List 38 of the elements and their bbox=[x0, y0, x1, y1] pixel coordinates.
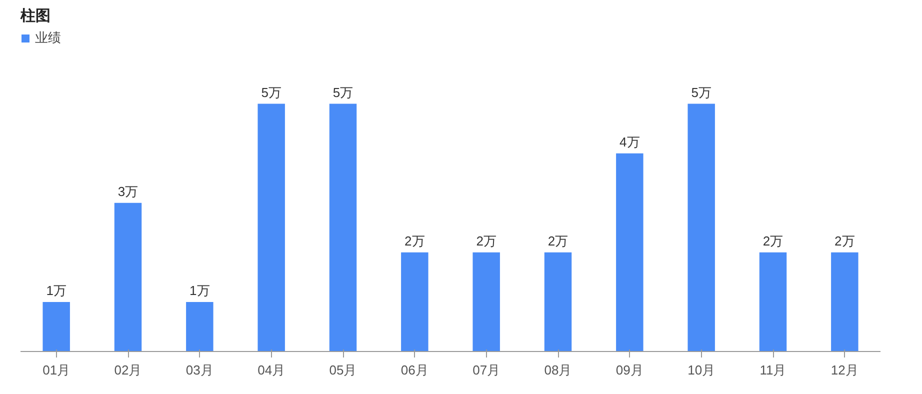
data-label: 5万 bbox=[261, 84, 282, 100]
x-tick-label: 10月 bbox=[688, 362, 716, 378]
bar bbox=[401, 252, 428, 352]
data-label: 3万 bbox=[118, 184, 138, 199]
x-tick-label: 11月 bbox=[760, 362, 786, 378]
data-label: 1万 bbox=[190, 282, 210, 298]
x-tick-label: 04月 bbox=[258, 362, 286, 378]
x-tick-label: 12月 bbox=[830, 362, 858, 378]
x-tick-label: 03月 bbox=[186, 362, 214, 378]
data-label: 2万 bbox=[476, 233, 496, 248]
data-label: 2万 bbox=[834, 233, 855, 248]
bar bbox=[831, 252, 858, 352]
x-tick-label: 05月 bbox=[329, 362, 357, 378]
legend-label: 业绩 bbox=[35, 29, 61, 47]
data-label: 2万 bbox=[548, 233, 568, 248]
x-tick-label: 08月 bbox=[544, 362, 572, 378]
data-label: 1万 bbox=[46, 282, 66, 298]
data-label: 4万 bbox=[620, 134, 640, 150]
bar bbox=[186, 302, 214, 352]
bar bbox=[114, 202, 142, 352]
bar bbox=[616, 153, 644, 352]
x-tick-label: 09月 bbox=[616, 362, 644, 378]
data-label: 5万 bbox=[691, 84, 712, 100]
bar bbox=[759, 252, 787, 352]
data-label: 2万 bbox=[404, 233, 425, 248]
x-tick-label: 01月 bbox=[42, 362, 70, 378]
chart-title: 柱图 bbox=[20, 8, 50, 24]
data-label: 5万 bbox=[332, 84, 354, 100]
data-label: 2万 bbox=[762, 233, 784, 248]
x-tick-label: 02月 bbox=[114, 362, 142, 378]
x-tick-label: 06月 bbox=[400, 362, 428, 378]
bar bbox=[472, 252, 500, 352]
bar bbox=[329, 104, 357, 352]
bar bbox=[42, 302, 70, 352]
bar bbox=[688, 104, 715, 352]
x-tick-label: 07月 bbox=[472, 362, 500, 378]
bar bbox=[544, 252, 572, 352]
bar bbox=[258, 104, 285, 352]
